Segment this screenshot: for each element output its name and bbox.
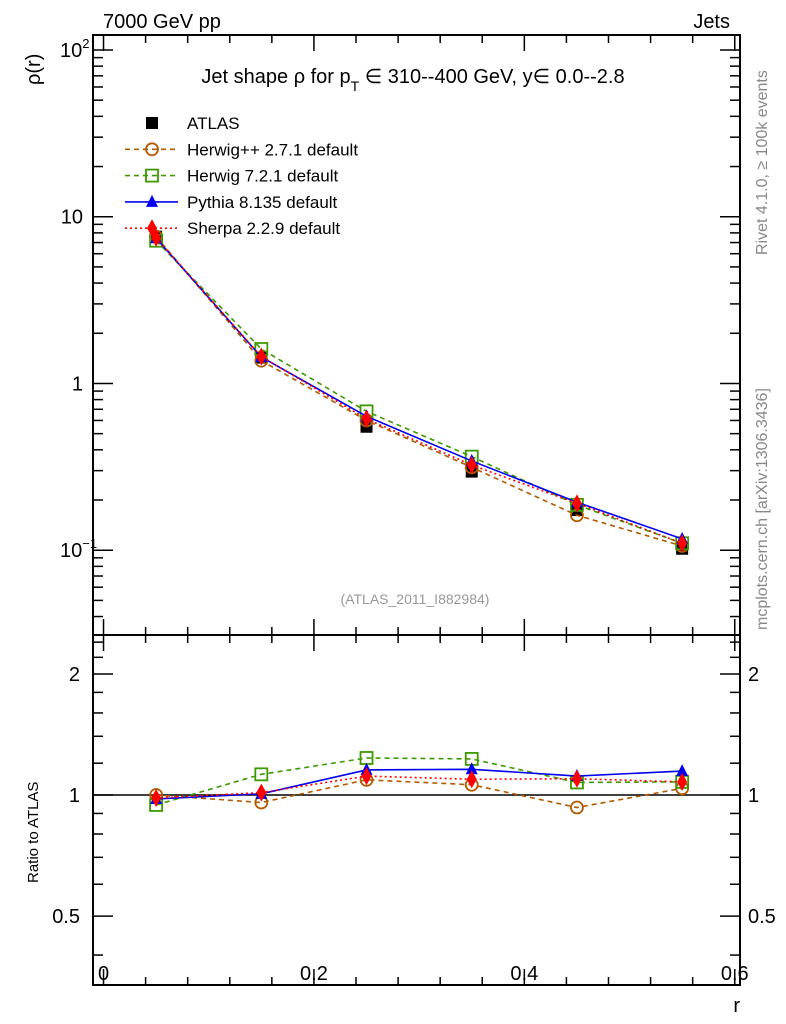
series-3-ratio-line	[156, 768, 683, 800]
title-part-1: Jet shape ρ for p	[201, 66, 350, 88]
series-4-ratio-point	[361, 767, 372, 786]
series-4-ratio-point	[571, 769, 582, 788]
ratio-tick-label-left: 0.5	[52, 906, 80, 928]
series-1-ratio-point	[570, 800, 584, 815]
ratio-tick-label-right: 0.5	[748, 906, 776, 928]
ratio-tick-label-right: 1	[748, 785, 759, 807]
title-subscript: T	[351, 78, 360, 94]
legend-label: Herwig 7.2.1 default	[187, 167, 338, 186]
y-tick-label: 102	[60, 36, 89, 62]
legend-label: Sherpa 2.2.9 default	[187, 219, 340, 238]
legend-marker	[145, 142, 159, 157]
y-tick-label: 10	[61, 207, 83, 229]
series-4-point	[571, 494, 582, 513]
series-3-line	[155, 237, 683, 540]
series-4-point	[466, 456, 477, 475]
header-right: Jets	[693, 11, 730, 33]
legend-marker	[147, 219, 157, 238]
side-label-mcplots: mcplots.cern.ch [arXiv:1306.3436]	[754, 388, 771, 630]
legend-marker	[146, 117, 158, 129]
legend-label: Pythia 8.135 default	[187, 193, 338, 212]
ratio-tick-label-left: 2	[69, 664, 80, 686]
series-3-ratio-point	[465, 762, 478, 775]
y-axis-label: ρ(r)	[23, 54, 45, 85]
series-4-ratio-point	[256, 783, 267, 802]
x-axis-label: r	[733, 995, 740, 1017]
legend-label: Herwig++ 2.7.1 default	[187, 140, 358, 159]
legend-marker	[145, 168, 159, 183]
x-tick-label: 0.6	[721, 963, 749, 985]
ratio-tick-label-right: 2	[748, 664, 759, 686]
series-2-line	[155, 240, 683, 545]
series-4-point	[677, 534, 688, 553]
x-tick-label: 0.2	[300, 963, 328, 985]
series-3-ratio-point	[676, 764, 689, 777]
series-4-point	[361, 409, 372, 428]
x-tick-label: 0	[98, 963, 109, 985]
series-4-ratio-point	[677, 772, 688, 791]
header-left: 7000 GeV pp	[103, 11, 221, 33]
x-tick-label: 0.4	[510, 963, 538, 985]
series-1-ratio-line	[156, 779, 683, 809]
legend-label: ATLAS	[187, 114, 240, 133]
y-tick-label: 1	[72, 373, 83, 395]
legend-marker	[146, 194, 158, 207]
series-2-ratio-line	[155, 757, 683, 806]
ratio-axis-label: Ratio to ATLAS	[25, 782, 42, 883]
chart-title: Jet shape ρ for pT ∈ 310--400 GeV, y∈ 0.…	[201, 66, 624, 94]
series-4-point	[256, 347, 267, 366]
series-4-line	[155, 237, 683, 545]
y-tick-label: 10−1	[60, 536, 97, 562]
series-4-ratio-point	[466, 770, 477, 789]
series-1-line	[155, 236, 683, 547]
ratio-tick-label-left: 1	[69, 785, 80, 807]
side-label-rivet: Rivet 4.1.0, ≥ 100k events	[754, 70, 771, 255]
title-part-2: ∈ 310--400 GeV, y∈ 0.0--2.8	[359, 66, 624, 88]
ratio-panel-frame	[92, 634, 741, 986]
series-4-ratio-point	[151, 789, 162, 808]
analysis-tag: (ATLAS_2011_I882984)	[341, 591, 490, 607]
series-2-ratio-point	[254, 767, 269, 782]
